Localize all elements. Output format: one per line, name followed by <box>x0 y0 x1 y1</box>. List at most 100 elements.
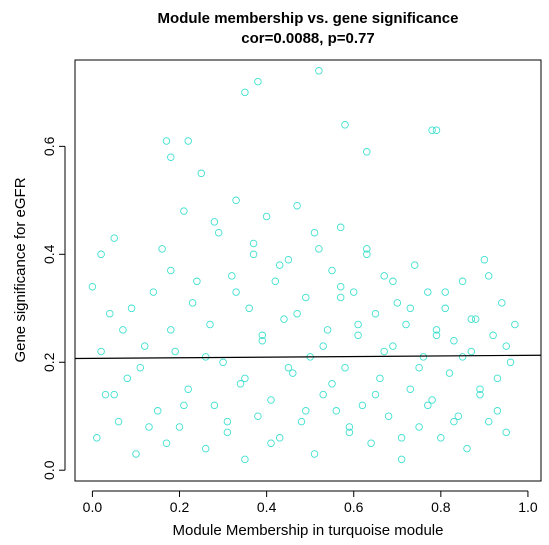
y-axis: 0.0 0.2 0.4 0.6 <box>41 136 66 480</box>
data-point <box>88 282 97 291</box>
data-point <box>476 385 484 393</box>
data-point <box>310 450 319 458</box>
data-point <box>328 380 336 388</box>
data-point <box>293 201 301 210</box>
data-point <box>406 304 415 313</box>
data-point <box>110 390 118 399</box>
data-point <box>336 293 345 302</box>
data-point <box>127 304 136 313</box>
plot-frame <box>74 59 542 482</box>
y-axis-label: Gene significance for eGFR <box>12 177 29 362</box>
data-point <box>258 331 267 340</box>
data-point <box>484 272 493 280</box>
data-point <box>493 374 502 383</box>
data-point <box>262 212 271 221</box>
data-point <box>153 407 162 415</box>
data-point <box>332 407 341 415</box>
data-point <box>158 245 166 253</box>
data-point <box>389 277 397 286</box>
data-point <box>289 369 297 377</box>
data-point <box>380 347 388 356</box>
data-point <box>297 417 306 426</box>
data-point <box>275 261 284 269</box>
data-point <box>441 288 449 296</box>
data-point <box>149 288 158 296</box>
data-point <box>397 455 406 464</box>
data-point <box>380 272 388 280</box>
data-point <box>419 353 428 361</box>
x-tick-label: 0.8 <box>431 499 451 515</box>
data-point <box>454 412 463 420</box>
data-point <box>223 417 232 426</box>
data-point <box>171 347 179 356</box>
data-point <box>484 417 493 426</box>
data-point <box>432 331 441 340</box>
data-point <box>241 374 249 383</box>
data-point <box>323 326 332 334</box>
data-point <box>467 315 476 323</box>
data-point <box>341 121 349 129</box>
data-point <box>476 390 484 399</box>
data-point <box>358 401 367 410</box>
data-point <box>511 320 519 329</box>
data-point <box>345 428 354 437</box>
data-point <box>241 455 249 464</box>
data-point <box>97 250 105 259</box>
data-point <box>424 288 432 296</box>
data-point <box>328 266 336 275</box>
data-point <box>210 401 219 410</box>
data-point <box>167 153 175 161</box>
data-point <box>184 137 192 145</box>
data-point <box>502 342 510 350</box>
data-point <box>432 126 441 134</box>
data-point <box>428 126 436 134</box>
data-point <box>93 434 101 442</box>
data-point <box>463 444 471 453</box>
data-point <box>114 417 123 426</box>
data-point <box>236 380 245 388</box>
data-point <box>180 401 188 410</box>
data-point <box>214 228 223 237</box>
data-point <box>498 299 506 307</box>
data-point <box>349 288 358 296</box>
data-point <box>219 358 227 367</box>
data-point <box>310 228 319 237</box>
data-point <box>415 363 423 372</box>
data-point <box>254 412 262 420</box>
data-point <box>162 137 171 145</box>
data-point <box>467 347 476 356</box>
data-point <box>371 309 380 318</box>
data-point <box>167 266 175 275</box>
data-point <box>450 417 458 426</box>
x-tick-label: 1.0 <box>518 499 538 515</box>
data-point <box>393 299 402 307</box>
data-point <box>197 169 206 178</box>
data-point <box>458 353 467 361</box>
data-point <box>254 77 262 86</box>
data-point <box>376 374 384 383</box>
data-point <box>119 326 127 334</box>
data-point <box>336 282 345 291</box>
data-point <box>97 347 105 356</box>
data-point <box>458 277 467 286</box>
data-point <box>354 331 362 340</box>
data-point <box>245 304 253 313</box>
data-point <box>249 239 258 248</box>
data-point <box>402 320 410 329</box>
data-point <box>315 67 323 75</box>
data-point <box>110 234 118 242</box>
data-point <box>410 261 419 269</box>
data-point <box>363 245 371 253</box>
data-point <box>371 390 380 399</box>
x-axis-label: Module Membership in turquoise module <box>173 522 444 539</box>
data-point <box>201 353 210 361</box>
data-point <box>184 385 192 393</box>
data-point <box>249 250 258 259</box>
data-point <box>493 407 502 415</box>
data-point <box>302 407 310 415</box>
data-point <box>206 320 214 329</box>
data-point <box>193 277 201 286</box>
y-tick-label: 0.6 <box>41 136 57 156</box>
data-point <box>101 390 110 399</box>
